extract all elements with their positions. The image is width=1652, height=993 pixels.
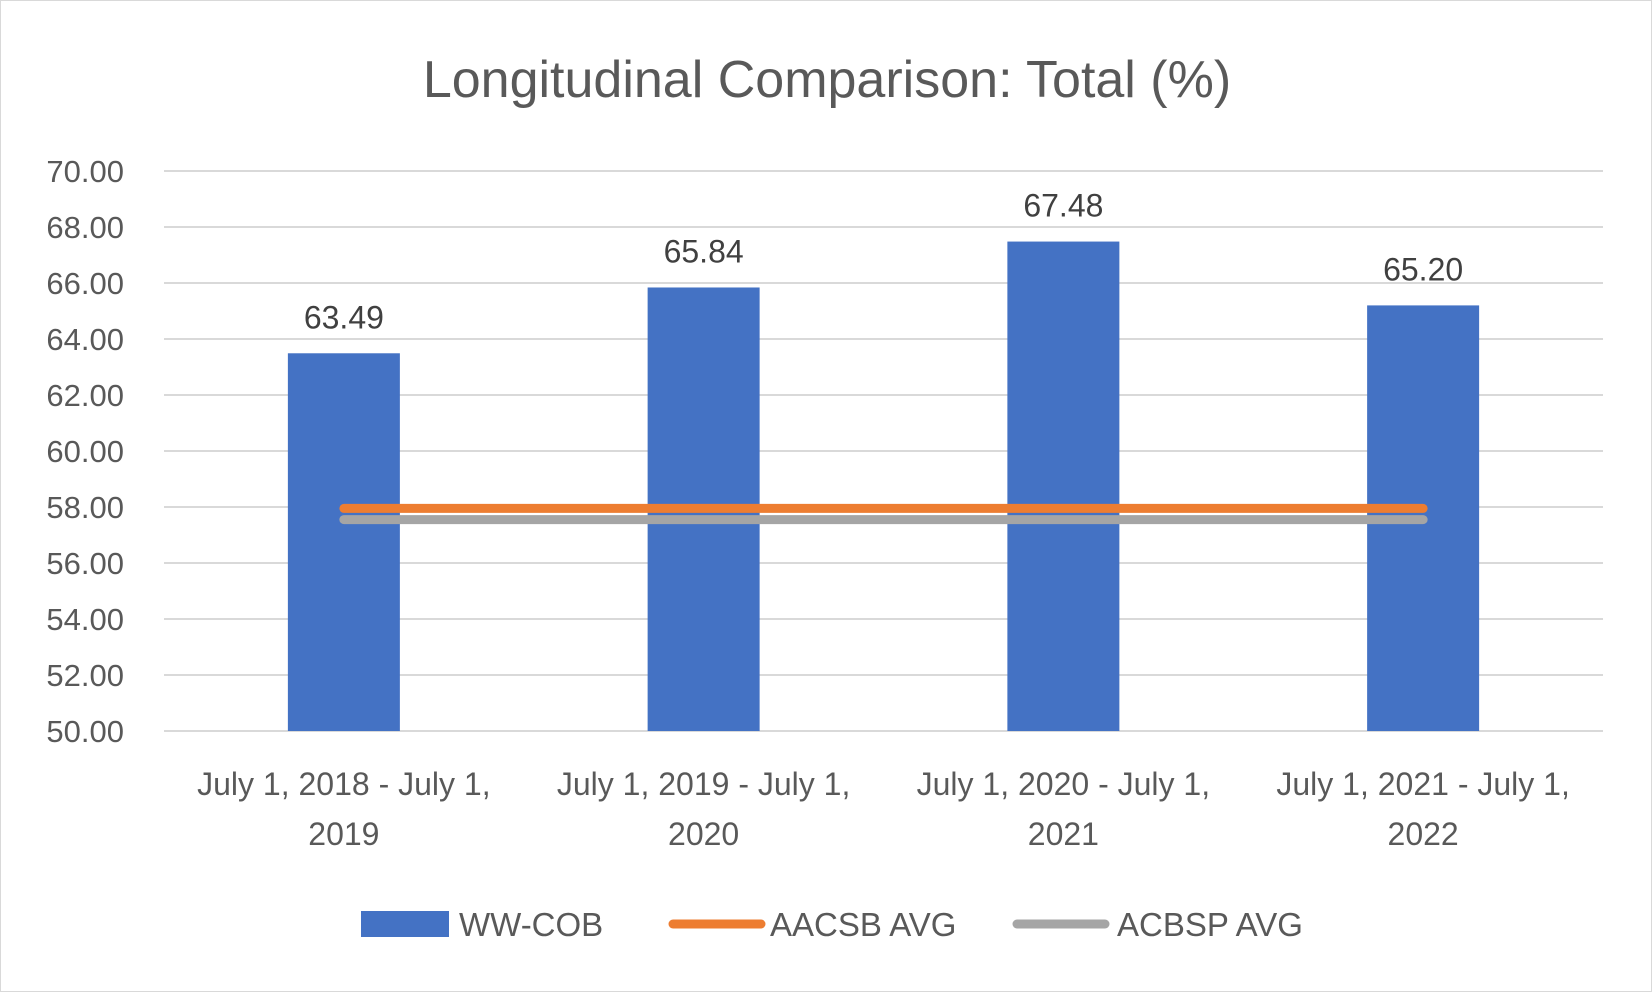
data-label: 65.20 bbox=[1383, 251, 1463, 287]
chart-title: Longitudinal Comparison: Total (%) bbox=[423, 51, 1231, 109]
y-tick-label: 60.00 bbox=[46, 434, 124, 469]
y-tick-label: 54.00 bbox=[46, 602, 124, 637]
y-tick-label: 70.00 bbox=[46, 154, 124, 189]
line-series bbox=[339, 503, 1428, 525]
bar bbox=[287, 353, 400, 731]
y-tick-label: 64.00 bbox=[46, 322, 124, 357]
data-label: 65.84 bbox=[664, 233, 744, 269]
y-tick-label: 58.00 bbox=[46, 490, 124, 525]
y-axis: 50.00 52.00 54.00 56.00 58.00 60.00 62.00 64.00… bbox=[46, 154, 124, 749]
y-tick-label: 68.00 bbox=[46, 210, 124, 245]
y-tick-label: 50.00 bbox=[46, 714, 124, 749]
legend: WW-COB AACSB AVG ACBSP AVG bbox=[361, 906, 1303, 943]
x-tick-label: July 1, 2019 - July 1, 2020 bbox=[557, 766, 850, 852]
x-tick-label: July 1, 2020 - July 1, 2021 bbox=[917, 766, 1210, 852]
data-labels: 63.49 65.84 67.48 65.20 bbox=[304, 188, 1463, 336]
data-label: 67.48 bbox=[1023, 188, 1103, 224]
legend-label: WW-COB bbox=[459, 906, 603, 943]
legend-swatch bbox=[361, 911, 449, 937]
data-label: 63.49 bbox=[304, 299, 384, 335]
bar-series bbox=[287, 241, 1480, 731]
legend-label: ACBSP AVG bbox=[1117, 906, 1303, 943]
x-axis: July 1, 2018 - July 1, 2019 July 1, 2019 -… bbox=[197, 766, 1570, 852]
bar bbox=[1007, 241, 1120, 731]
y-tick-label: 66.00 bbox=[46, 266, 124, 301]
y-tick-label: 56.00 bbox=[46, 546, 124, 581]
legend-label: AACSB AVG bbox=[770, 906, 956, 943]
x-tick-label: July 1, 2021 - July 1, 2022 bbox=[1276, 766, 1569, 852]
y-tick-label: 52.00 bbox=[46, 658, 124, 693]
x-tick-label: July 1, 2018 - July 1, 2019 bbox=[197, 766, 490, 852]
y-tick-label: 62.00 bbox=[46, 378, 124, 413]
